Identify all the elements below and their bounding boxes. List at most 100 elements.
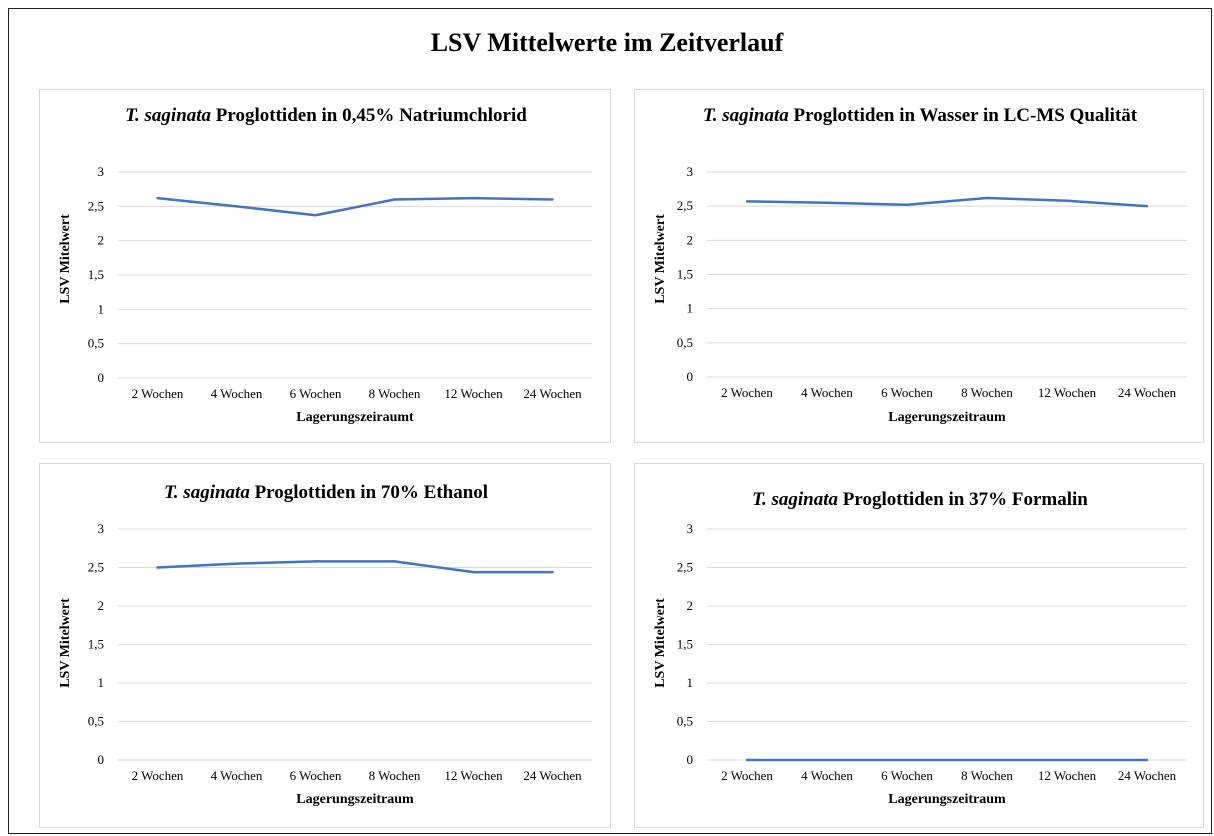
data-point <box>156 566 159 569</box>
line-chart: 0 0,5 1 1,5 2 2,5 3 2 Wochen 4 Wochen 6 Wochen 8 W… <box>677 164 1187 400</box>
y-tick-label: 0 <box>98 370 105 385</box>
x-tick-label: 24 Wochen <box>1118 768 1177 783</box>
y-tick-label: 0 <box>98 752 105 767</box>
data-point <box>156 196 159 200</box>
data-point <box>825 758 829 762</box>
data-point <box>472 196 475 200</box>
data-point <box>235 205 238 208</box>
data-point <box>985 758 989 762</box>
series-line <box>157 196 553 217</box>
y-tick-label: 0 <box>687 752 694 767</box>
chart-title: T. saginata Proglottiden in 70% Ethanol <box>66 481 586 504</box>
x-tick-label: 8 Wochen <box>369 768 421 783</box>
y-tick-label: 0 <box>687 369 694 384</box>
data-point <box>551 570 554 574</box>
x-tick-label: 12 Wochen <box>1038 385 1097 400</box>
y-axis-label: LSV Mitelwert <box>653 214 668 304</box>
x-axis-label: Lagerungszeiraumt <box>296 410 414 425</box>
data-point <box>472 570 475 574</box>
data-point <box>393 198 396 201</box>
x-tick-label: 12 Wochen <box>1038 768 1097 783</box>
data-point <box>745 200 749 203</box>
x-tick-label: 2 Wochen <box>132 386 184 401</box>
y-tick-label: 1,5 <box>677 267 693 282</box>
y-tick-label: 1 <box>687 675 694 690</box>
y-tick-label: 1 <box>98 675 105 690</box>
x-tick-label: 2 Wochen <box>721 768 773 783</box>
x-tick-label: 8 Wochen <box>369 386 421 401</box>
y-axis-label: LSV Mitelwert <box>58 598 73 688</box>
chart-title: T. saginata Proglottiden in Wasser in LC… <box>685 104 1155 127</box>
y-tick-label: 2,5 <box>88 198 104 213</box>
x-tick-label: 6 Wochen <box>881 385 933 400</box>
data-point <box>1065 199 1069 202</box>
x-tick-label: 12 Wochen <box>444 386 503 401</box>
x-tick-label: 24 Wochen <box>523 768 582 783</box>
x-tick-label: 24 Wochen <box>1118 385 1177 400</box>
line-chart: 0 0,5 1 1,5 2 2,5 3 2 Wochen 4 Wochen 6 Wochen 8 W… <box>88 521 592 783</box>
x-tick-label: 4 Wochen <box>211 386 263 401</box>
chart-panel: T. saginata Proglottiden in 0,45% Natriu… <box>39 89 611 443</box>
y-tick-label: 0,5 <box>677 335 693 350</box>
chart-panel: T. saginata Proglottiden in 70% Ethanol 0… <box>39 463 611 828</box>
x-tick-label: 12 Wochen <box>444 768 503 783</box>
line-chart: 0 0,5 1 1,5 2 2,5 3 2 Wochen 4 Wochen 6 Wochen 8 W… <box>677 521 1187 783</box>
chart-panel: T. saginata Proglottiden in 37% Formalin… <box>634 463 1204 828</box>
y-tick-label: 2,5 <box>677 560 693 575</box>
y-tick-label: 2,5 <box>88 560 104 575</box>
y-tick-label: 2 <box>687 232 694 247</box>
x-tick-label: 6 Wochen <box>881 768 933 783</box>
line-chart: 0 0,5 1 1,5 2 2,5 3 2 Wochen 4 Wochen 6 Wochen 8 W… <box>88 164 592 401</box>
chart-title-italic: T. saginata <box>125 105 212 126</box>
x-tick-label: 4 Wochen <box>801 385 853 400</box>
x-tick-label: 4 Wochen <box>211 768 263 783</box>
x-axis-label: Lagerungszeitraum <box>296 792 414 807</box>
y-tick-label: 3 <box>687 164 694 179</box>
x-axis-label: Lagerungszeitraum <box>888 410 1006 425</box>
data-point <box>314 560 317 563</box>
series-line <box>746 196 1148 208</box>
chart-title-italic: T. saginata <box>702 105 789 126</box>
y-tick-label: 1,5 <box>88 267 104 282</box>
y-tick-label: 2,5 <box>677 198 693 213</box>
chart-title-text: Proglottiden in 37% Formalin <box>838 489 1088 510</box>
y-tick-label: 1,5 <box>88 637 104 652</box>
y-tick-label: 1 <box>98 301 105 316</box>
data-point <box>905 203 909 206</box>
x-tick-label: 24 Wochen <box>523 386 582 401</box>
chart-title: T. saginata Proglottiden in 0,45% Natriu… <box>106 104 546 127</box>
y-tick-label: 0,5 <box>88 714 104 729</box>
y-tick-label: 2 <box>687 598 694 613</box>
data-point <box>745 758 749 762</box>
x-tick-label: 8 Wochen <box>961 768 1013 783</box>
y-tick-label: 3 <box>687 521 694 536</box>
chart-panel: T. saginata Proglottiden in Wasser in LC… <box>634 89 1204 443</box>
chart-title: T. saginata Proglottiden in 37% Formalin <box>660 488 1180 511</box>
x-tick-label: 6 Wochen <box>290 768 342 783</box>
y-axis-label: LSV Mitelwert <box>58 214 73 304</box>
chart-title-text: Proglottiden in 0,45% Natriumchlorid <box>211 105 527 126</box>
data-point <box>1145 758 1149 762</box>
data-point <box>235 562 238 565</box>
data-point <box>1145 204 1149 208</box>
chart-title-text: Proglottiden in Wasser in LC-MS Qualität <box>788 105 1138 126</box>
y-tick-label: 2 <box>98 233 105 248</box>
data-point <box>985 196 989 200</box>
x-axis-label: Lagerungszeitraum <box>888 792 1006 807</box>
x-tick-label: 6 Wochen <box>290 386 342 401</box>
chart-title-italic: T. saginata <box>752 489 839 510</box>
data-point <box>393 560 396 563</box>
y-tick-label: 2 <box>98 598 105 613</box>
data-point <box>551 198 554 201</box>
x-tick-label: 2 Wochen <box>721 385 773 400</box>
y-tick-label: 1,5 <box>677 637 693 652</box>
x-tick-label: 4 Wochen <box>801 768 853 783</box>
y-tick-label: 0,5 <box>88 336 104 351</box>
data-point <box>825 201 829 204</box>
y-tick-label: 3 <box>98 164 105 179</box>
x-tick-label: 2 Wochen <box>132 768 184 783</box>
chart-title-italic: T. saginata <box>163 482 250 503</box>
x-tick-label: 8 Wochen <box>961 385 1013 400</box>
chart-title-text: Proglottiden in 70% Ethanol <box>249 482 489 503</box>
data-point <box>1065 758 1069 762</box>
